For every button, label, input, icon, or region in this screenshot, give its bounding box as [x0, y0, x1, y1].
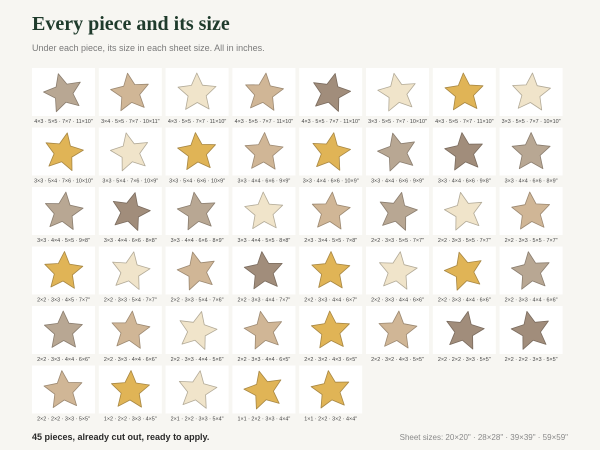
star [379, 191, 418, 231]
piece-size: 2×2 · 3×3 · 5×5 · 7×7" [371, 238, 424, 244]
piece-size: 2×2 · 3×3 · 4×4 · 6×6" [371, 298, 424, 304]
piece-size: 2×2 · 2×2 · 3×3 · 5×5" [438, 357, 491, 363]
piece-size: 1×1 · 2×2 · 3×2 · 4×4" [304, 417, 357, 423]
piece-size: 4×3 · 5×5 · 7×7 · 11×10" [34, 119, 93, 125]
piece-size: 2×2 · 3×3 · 4×4 · 6×6" [104, 357, 157, 363]
piece-size: 2×2 · 3×3 · 4×4 · 6×6" [37, 357, 90, 363]
piece-size: 2×2 · 3×3 · 4×4 · 5×6" [171, 357, 224, 363]
star [178, 370, 218, 409]
star [45, 191, 84, 230]
star [110, 132, 149, 172]
star [511, 132, 551, 170]
piece-size: 3×3 · 4×4 · 6×6 · 9×9" [237, 179, 290, 185]
star [311, 251, 351, 289]
star [244, 191, 284, 230]
star [111, 310, 151, 349]
piece-size: 2×2 · 3×3 · 4×4 · 6×7" [304, 298, 357, 304]
star [512, 72, 551, 111]
piece-size: 2×2 · 3×3 · 5×5 · 7×7" [438, 238, 491, 244]
star [244, 132, 284, 170]
title: Every piece and its size [32, 13, 230, 35]
star [310, 310, 350, 349]
star [311, 191, 351, 230]
piece-size: 2×2 · 3×2 · 4×3 · 5×5" [371, 357, 424, 363]
star [243, 370, 282, 410]
sheet-sizes: Sheet sizes: 20×20" · 28×28" · 39×39" · … [400, 433, 569, 442]
piece-size: 3×3 · 4×4 · 5×5 · 9×8" [37, 238, 90, 244]
star [511, 191, 550, 230]
star [443, 251, 482, 291]
star [112, 251, 151, 290]
star [510, 251, 550, 290]
star [177, 72, 217, 110]
star [176, 251, 215, 291]
piece-size: 2×2 · 3×3 · 5×4 · 7×6" [171, 298, 224, 304]
piece-size: 2×2 · 3×3 · 5×4 · 7×7" [104, 298, 157, 304]
piece-size: 3×3 · 4×4 · 5×5 · 8×8" [237, 238, 290, 244]
piece-size: 2×2 · 3×3 · 4×4 · 6×6" [438, 298, 491, 304]
piece-size: 3×3 · 5×5 · 7×7 · 10×10" [502, 119, 561, 125]
star [313, 73, 352, 112]
piece-size: 2×2 · 3×2 · 4×3 · 6×5" [304, 357, 357, 363]
piece-size: 2×3 · 3×4 · 5×5 · 7×8" [304, 238, 357, 244]
piece-size: 3×3 · 5×4 · 7×6 · 10×9" [102, 179, 158, 185]
piece-size: 3×3 · 4×4 · 6×6 · 9×8" [438, 179, 491, 185]
star [377, 132, 415, 172]
star [446, 310, 485, 350]
piece-size: 2×2 · 3×3 · 4×4 · 7×7" [237, 298, 290, 304]
star [112, 192, 151, 231]
piece-size: 2×2 · 3×3 · 5×5 · 7×7" [505, 238, 558, 244]
piece-size: 3×3 · 5×5 · 7×7 · 10×10" [368, 119, 427, 125]
star [378, 310, 418, 349]
piece-size: 2×2 · 2×2 · 3×3 · 5×5" [37, 417, 90, 423]
star [312, 132, 351, 171]
piece-size: 3×3 · 5×4 · 6×6 · 10×9" [169, 179, 225, 185]
piece-size: 3×3 · 4×4 · 6×6 · 10×9" [303, 179, 359, 185]
piece-size: 4×3 · 5×5 · 7×7 · 11×10" [301, 119, 360, 125]
star [110, 72, 149, 112]
star [444, 132, 483, 171]
star [176, 191, 216, 231]
star [45, 132, 84, 172]
star [510, 310, 549, 350]
piece-size: 2×2 · 2×2 · 3×3 · 5×5" [505, 357, 558, 363]
summary: 45 pieces, already cut out, ready to app… [32, 432, 209, 442]
star [379, 251, 418, 290]
star [111, 370, 150, 408]
piece-size: 1×2 · 2×2 · 3×3 · 4×5" [104, 417, 157, 423]
piece-size: 1×1 · 2×2 · 3×3 · 4×4" [237, 417, 290, 423]
piece-size: 3×3 · 5×4 · 7×6 · 10×10" [34, 179, 93, 185]
star [245, 72, 284, 111]
piece-size: 2×1 · 2×2 · 3×3 · 5×4" [171, 417, 224, 423]
piece-size: 4×3 · 5×5 · 7×7 · 11×10" [168, 119, 227, 125]
star [44, 310, 83, 348]
star [43, 73, 81, 113]
piece-size: 2×2 · 3×3 · 4×5 · 7×7" [37, 298, 90, 304]
piece-size: 2×2 · 3×3 · 4×4 · 6×6" [505, 298, 558, 304]
piece-size: 3×4 · 5×5 · 7×7 · 10×11" [101, 119, 160, 125]
piece-size: 3×3 · 4×4 · 6×6 · 8×9" [171, 238, 224, 244]
piece-size: 4×3 · 5×5 · 7×7 · 11×10" [235, 119, 294, 125]
star [377, 72, 416, 112]
piece-size: 3×3 · 4×4 · 6×6 · 8×9" [505, 179, 558, 185]
subtitle: Under each piece, its size in each sheet… [32, 43, 265, 53]
star [177, 132, 216, 171]
star [179, 311, 218, 350]
piece-size: 3×3 · 4×4 · 6×6 · 8×8" [104, 238, 157, 244]
star [243, 310, 283, 350]
star [310, 370, 350, 409]
piece-size: 4×3 · 5×5 · 7×7 · 11×10" [435, 119, 494, 125]
piece-size: 2×2 · 3×3 · 4×4 · 6×5" [237, 357, 290, 363]
piece-size: 3×3 · 4×4 · 6×6 · 9×9" [371, 179, 424, 185]
star [243, 251, 283, 290]
star [43, 370, 83, 409]
star [444, 72, 484, 111]
star [44, 251, 84, 289]
star [443, 191, 483, 231]
